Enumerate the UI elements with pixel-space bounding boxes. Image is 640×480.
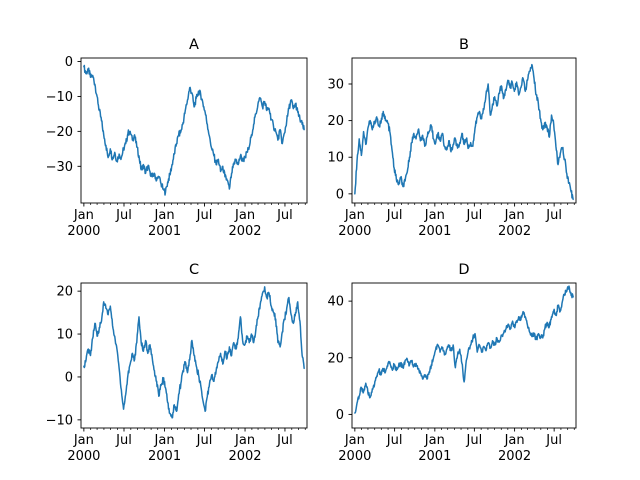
x-tick-label: Jul bbox=[545, 433, 562, 448]
series-line-C bbox=[83, 286, 305, 419]
x-tick-label: Jul bbox=[115, 433, 132, 448]
x-tick-label: Jan bbox=[73, 208, 94, 223]
x-tick-label: Jan bbox=[504, 433, 525, 448]
x-tick-year-label: 2000 bbox=[67, 449, 100, 464]
y-tick-label: 20 bbox=[56, 285, 73, 300]
y-tick-label: 0 bbox=[336, 408, 344, 423]
y-tick-label: −10 bbox=[46, 90, 73, 105]
y-tick-label: −10 bbox=[46, 413, 73, 428]
y-tick-label: 10 bbox=[327, 151, 344, 166]
x-tick-label: Jul bbox=[386, 433, 403, 448]
y-tick-label: 10 bbox=[56, 328, 73, 343]
x-tick-label: Jul bbox=[386, 208, 403, 223]
x-tick-label: Jul bbox=[196, 208, 213, 223]
series-line-B bbox=[354, 63, 574, 201]
x-tick-year-label: 2001 bbox=[148, 224, 181, 239]
x-tick-label: Jan bbox=[424, 433, 445, 448]
x-tick-label: Jan bbox=[344, 433, 365, 448]
x-tick-year-label: 2001 bbox=[418, 224, 451, 239]
x-tick-label: Jul bbox=[545, 208, 562, 223]
x-tick-label: Jan bbox=[154, 208, 175, 223]
x-tick-label: Jan bbox=[154, 433, 175, 448]
x-tick-label: Jan bbox=[234, 433, 255, 448]
x-tick-label: Jul bbox=[115, 208, 132, 223]
x-tick-year-label: 2002 bbox=[228, 224, 261, 239]
axes-box bbox=[351, 57, 577, 204]
subplot-title-a: A bbox=[189, 37, 199, 53]
series-line-A bbox=[83, 64, 305, 196]
y-tick-label: −30 bbox=[46, 160, 73, 175]
series-line-D bbox=[354, 285, 574, 414]
y-tick-label: 40 bbox=[327, 295, 344, 310]
x-tick-year-label: 2001 bbox=[418, 449, 451, 464]
y-tick-label: 0 bbox=[65, 370, 73, 385]
x-tick-label: Jan bbox=[424, 208, 445, 223]
x-tick-label: Jan bbox=[73, 433, 94, 448]
subplot-title-b: B bbox=[459, 37, 469, 53]
y-tick-label: 20 bbox=[327, 351, 344, 366]
y-tick-label: 20 bbox=[327, 114, 344, 129]
y-tick-label: 0 bbox=[336, 187, 344, 202]
x-tick-label: Jul bbox=[466, 433, 483, 448]
axes-box bbox=[80, 57, 308, 204]
x-tick-label: Jul bbox=[196, 433, 213, 448]
x-tick-year-label: 2000 bbox=[338, 449, 371, 464]
x-tick-label: Jul bbox=[466, 208, 483, 223]
x-tick-label: Jan bbox=[344, 208, 365, 223]
subplot-title-c: C bbox=[188, 262, 200, 278]
x-tick-year-label: 2000 bbox=[338, 224, 371, 239]
y-tick-label: 0 bbox=[65, 55, 73, 70]
axes-box bbox=[80, 282, 308, 429]
x-tick-year-label: 2002 bbox=[228, 449, 261, 464]
x-tick-label: Jan bbox=[234, 208, 255, 223]
x-tick-label: Jul bbox=[276, 208, 293, 223]
y-tick-label: 30 bbox=[327, 77, 344, 92]
x-tick-year-label: 2002 bbox=[498, 449, 531, 464]
x-tick-year-label: 2000 bbox=[67, 224, 100, 239]
axes-box bbox=[351, 282, 577, 429]
x-tick-year-label: 2002 bbox=[498, 224, 531, 239]
x-tick-year-label: 2001 bbox=[148, 449, 181, 464]
y-tick-label: −20 bbox=[46, 125, 73, 140]
x-tick-label: Jul bbox=[276, 433, 293, 448]
subplot-title-d: D bbox=[458, 262, 470, 278]
x-tick-label: Jan bbox=[504, 208, 525, 223]
